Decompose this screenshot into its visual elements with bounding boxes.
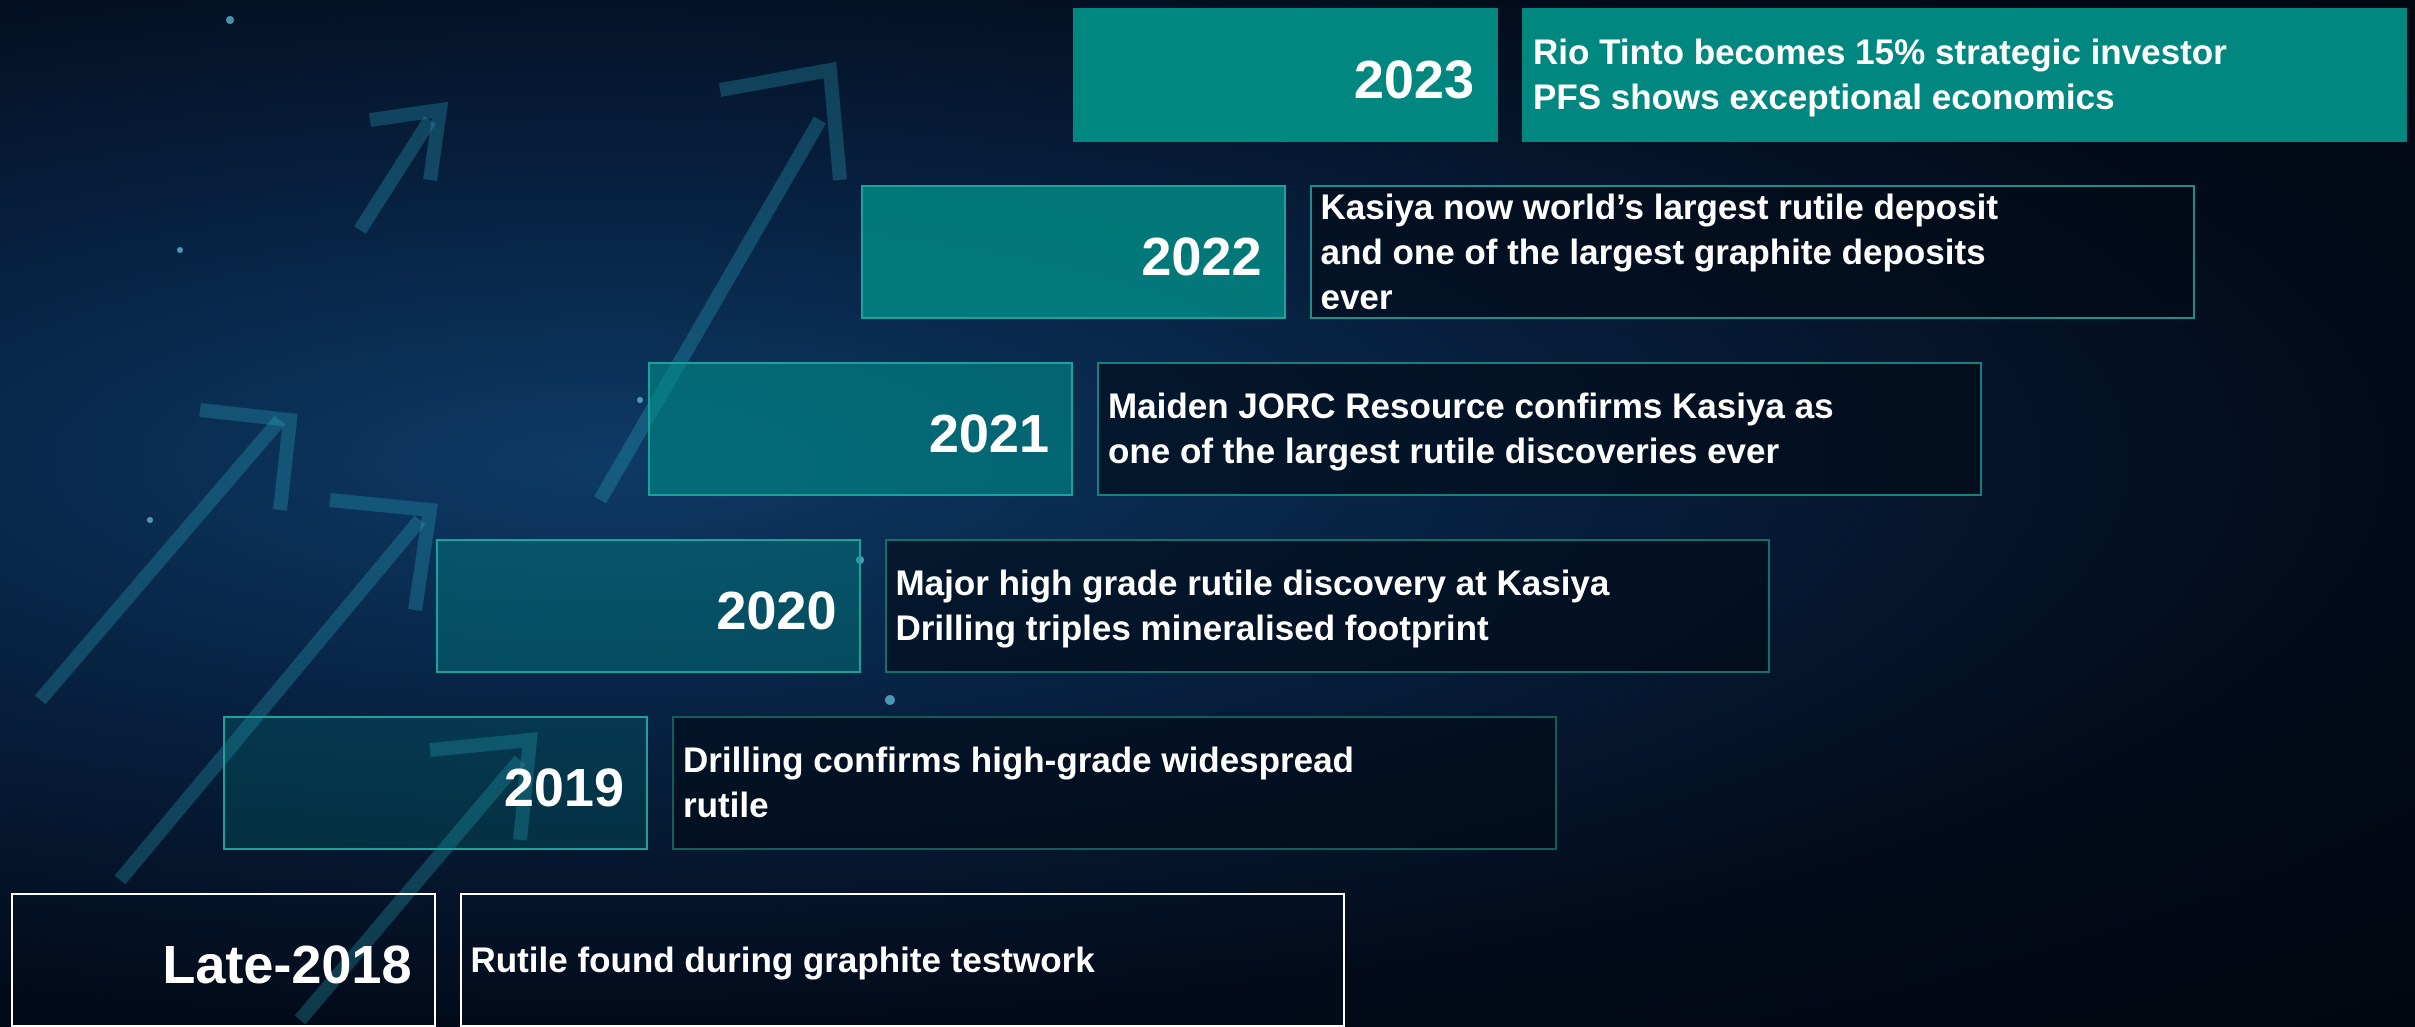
page: 2023 Rio Tinto becomes 15% strategic inve… <box>0 0 2415 1027</box>
description-box: Major high grade rutile discovery at Kas… <box>885 539 1770 673</box>
description-box: Rutile found during graphite testwork <box>460 893 1345 1027</box>
description-line: Maiden JORC Resource confirms Kasiya as <box>1108 384 1834 429</box>
description-line: Kasiya now world’s largest rutile deposi… <box>1321 185 1998 230</box>
year-label: 2020 <box>716 580 836 642</box>
year-label: 2021 <box>929 403 1049 465</box>
description-line: Rutile found during graphite testwork <box>471 938 1095 983</box>
year-box: 2020 <box>436 539 861 673</box>
year-box: 2019 <box>223 716 648 850</box>
description-line: PFS shows exceptional economics <box>1533 75 2115 120</box>
background-arrows <box>0 0 2415 1027</box>
year-box: 2021 <box>648 362 1073 496</box>
year-label: 2019 <box>504 757 624 819</box>
description-line: ever <box>1321 275 1393 320</box>
description-line: Drilling triples mineralised footprint <box>896 606 1489 651</box>
year-box: Late-2018 <box>11 893 436 1027</box>
description-line: Drilling confirms high-grade widespread <box>683 738 1354 783</box>
description-box: Kasiya now world’s largest rutile deposi… <box>1310 185 2195 319</box>
description-line: one of the largest rutile discoveries ev… <box>1108 429 1779 474</box>
description-line: Rio Tinto becomes 15% strategic investor <box>1533 30 2227 75</box>
year-label: 2023 <box>1354 49 1474 111</box>
year-label: Late-2018 <box>162 934 411 996</box>
description-line: and one of the largest graphite deposits <box>1321 230 1986 275</box>
description-line: Major high grade rutile discovery at Kas… <box>896 561 1610 606</box>
description-box: Rio Tinto becomes 15% strategic investor… <box>1522 8 2407 142</box>
year-label: 2022 <box>1141 226 1261 288</box>
year-box: 2022 <box>861 185 1286 319</box>
description-line: rutile <box>683 783 769 828</box>
year-box: 2023 <box>1073 8 1498 142</box>
